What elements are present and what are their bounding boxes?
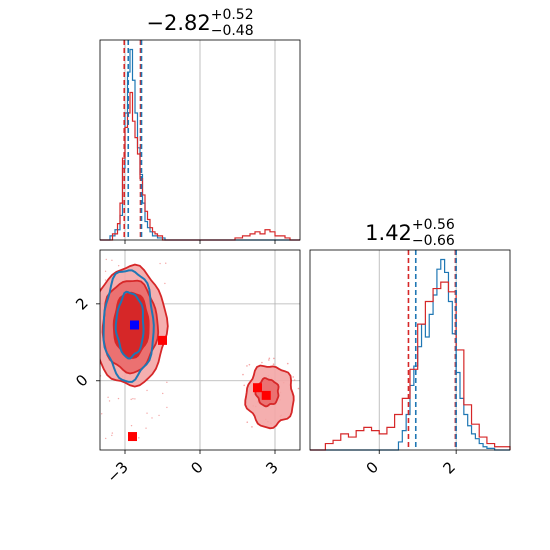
p2-blue-marker-0 xyxy=(130,320,139,330)
p2-sample-dot xyxy=(261,361,263,364)
p2-sample-dot xyxy=(297,387,300,390)
p2-sample-dot xyxy=(111,259,113,262)
p2-sample-dot xyxy=(138,437,140,439)
p2-sample-dot xyxy=(268,357,271,360)
p2-sample-dot xyxy=(158,414,160,417)
marginal-histogram-param-1: −2.82+0.52 −0.48 xyxy=(99,7,301,244)
p1-title-sub: −0.48 xyxy=(211,23,254,39)
joint-contour-panel: −3 0 3 0 2 xyxy=(72,249,301,486)
p3-title-sup: +0.56 xyxy=(412,217,455,233)
p2-sample-dot xyxy=(159,262,161,265)
p2-xtick-label-1: 0 xyxy=(187,458,206,477)
p1-title: −2.82+0.52 −0.48 xyxy=(146,7,253,39)
p2-sample-dot xyxy=(151,417,153,419)
p2-xtick-label-0: −3 xyxy=(103,458,131,486)
p2-sample-dot xyxy=(111,432,114,434)
p2-blue-contour-outer xyxy=(102,269,155,383)
p2-sample-dot xyxy=(272,363,275,365)
p3-tick-label-1: 2 xyxy=(440,458,459,477)
p3-hist-blue xyxy=(310,258,510,451)
p2-sample-dot xyxy=(107,396,109,398)
p2-sample-dot xyxy=(117,397,120,400)
p3-title: 1.42+0.56 −0.66 xyxy=(365,217,455,249)
p2-ytick-label-0: 0 xyxy=(72,371,91,390)
p2-sample-dot xyxy=(108,400,111,402)
p2-blue-contour-inner xyxy=(114,290,145,360)
p3-frame xyxy=(309,249,511,451)
p2-sample-dot xyxy=(273,357,275,360)
p3-title-value: 1.42 xyxy=(365,221,412,245)
p3-tick-label-0: 0 xyxy=(363,458,382,477)
p2-sample-dot xyxy=(132,398,134,400)
p2-sample-dot xyxy=(164,282,166,285)
p2-sample-dot xyxy=(242,373,244,376)
p2-sample-dot xyxy=(105,437,107,440)
p1-hist-red xyxy=(100,91,300,241)
p2-red-marker-1 xyxy=(253,383,262,393)
p2-sample-dot xyxy=(117,265,120,267)
p2-sample-dot xyxy=(105,258,107,261)
p3-histogram-series xyxy=(310,258,511,451)
p2-sample-dot xyxy=(165,262,167,264)
p2-sample-dot xyxy=(101,413,103,415)
p2-sample-dot xyxy=(246,421,249,423)
p2-red-marker-3 xyxy=(128,432,137,442)
p2-sample-dot xyxy=(162,392,164,395)
p2-sample-dot xyxy=(246,365,248,367)
p2-sample-dot xyxy=(104,270,107,273)
p2-sample-dot xyxy=(292,376,295,378)
p2-contours xyxy=(100,258,300,442)
p2-sample-dot xyxy=(243,384,245,387)
p2-sample-dot xyxy=(268,359,270,361)
p2-sample-dot xyxy=(293,379,296,381)
p3-title-sub: −0.66 xyxy=(412,233,455,249)
p2-sample-dot xyxy=(166,381,168,384)
p1-title-value: −2.82 xyxy=(146,11,210,35)
p2-sample-dot xyxy=(130,398,132,401)
p2-sample-dot xyxy=(166,406,168,409)
p2-ytick-label-1: 2 xyxy=(72,294,91,313)
p1-quantile-lines xyxy=(123,40,143,240)
p2-sample-dot xyxy=(111,434,113,437)
p3-hist-red xyxy=(310,281,511,451)
p1-xticks xyxy=(124,240,276,244)
p2-sample-dot xyxy=(146,389,148,392)
p1-title-sup: +0.52 xyxy=(211,7,254,23)
p2-sample-dot xyxy=(251,426,253,428)
p2-xtick-label-2: 3 xyxy=(262,458,281,477)
p1-histogram-series xyxy=(100,48,300,241)
p1-gridlines xyxy=(124,40,276,240)
p2-sample-dot xyxy=(146,412,148,414)
p2-sample-dot xyxy=(248,363,251,366)
p2-red-marker-2 xyxy=(261,390,271,400)
p2-sample-dot xyxy=(134,398,136,400)
p2-sample-dot xyxy=(104,279,107,281)
p2-red-marker-0 xyxy=(158,335,167,345)
p2-sample-dot xyxy=(145,427,147,429)
p2-sample-dot xyxy=(286,362,289,365)
p2-sample-dot xyxy=(130,424,133,427)
p3-quantile-lines xyxy=(407,250,457,450)
